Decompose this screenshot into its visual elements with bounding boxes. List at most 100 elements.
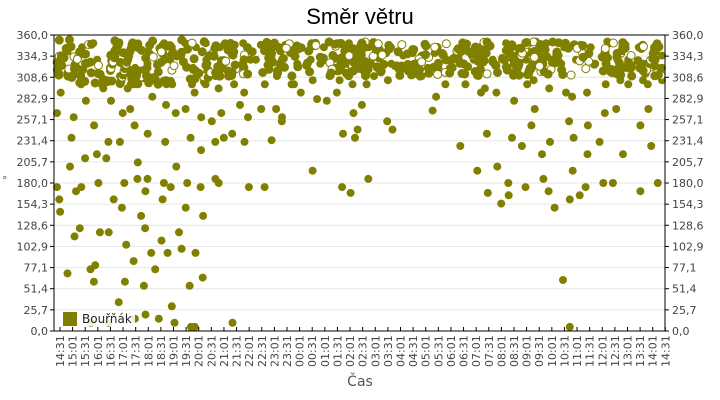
data-point <box>239 55 249 65</box>
y-tick-label-right: 0,0 <box>672 325 690 338</box>
data-point <box>480 84 489 93</box>
data-point <box>211 137 220 146</box>
data-point <box>508 133 516 142</box>
data-point <box>87 39 96 49</box>
data-point <box>514 61 523 71</box>
x-tick-label: 06:01 <box>445 335 458 367</box>
data-point <box>247 47 257 57</box>
data-point <box>491 61 501 71</box>
x-tick-label: 16:31 <box>104 335 117 367</box>
x-tick-label: 05:01 <box>420 335 433 367</box>
data-point <box>137 211 146 220</box>
data-point <box>428 106 437 115</box>
data-point <box>214 179 223 187</box>
data-point <box>482 69 492 79</box>
data-point <box>581 64 591 74</box>
data-point <box>370 72 378 81</box>
data-point <box>126 105 135 113</box>
data-point <box>236 100 244 109</box>
data-point <box>568 92 577 101</box>
data-point <box>548 57 557 67</box>
data-point <box>359 66 369 76</box>
data-point <box>384 44 394 54</box>
data-point <box>647 142 656 150</box>
data-point <box>447 63 457 73</box>
data-point <box>346 188 355 197</box>
data-point <box>263 60 273 70</box>
y-tick-label-right: 360,0 <box>672 29 704 42</box>
x-tick-label: 17:31 <box>130 335 143 367</box>
data-point <box>525 63 535 73</box>
data-point <box>260 46 269 56</box>
data-point <box>53 109 61 118</box>
data-point <box>500 55 509 65</box>
data-point <box>90 121 99 130</box>
data-point <box>600 109 609 118</box>
x-tick-label: 22:01 <box>243 335 256 367</box>
x-tick-label: 10:31 <box>558 335 571 367</box>
data-point <box>169 61 179 71</box>
data-point <box>222 41 232 51</box>
data-point <box>244 113 252 122</box>
x-tick-label: 09:31 <box>533 335 546 367</box>
x-tick-label: 14:31 <box>54 335 67 367</box>
data-point <box>120 179 129 187</box>
data-point <box>115 137 124 146</box>
data-point <box>514 70 524 80</box>
data-point <box>251 55 260 64</box>
data-point <box>552 47 562 57</box>
data-point <box>133 66 143 76</box>
data-point <box>575 191 584 200</box>
data-point <box>120 277 129 286</box>
data-point <box>287 71 297 81</box>
y-tick-label: 205,7 <box>17 156 49 169</box>
data-point <box>339 129 347 138</box>
data-point <box>612 49 622 58</box>
data-point <box>362 80 371 89</box>
data-point <box>612 105 621 113</box>
x-tick-label: 16:01 <box>92 335 105 367</box>
x-tick-label: 10:01 <box>546 335 559 367</box>
data-point <box>559 276 567 284</box>
data-point <box>130 121 139 130</box>
data-point <box>527 121 536 130</box>
y-tick-label: 334,3 <box>17 50 49 63</box>
data-point <box>278 54 288 63</box>
data-point <box>166 76 175 86</box>
legend-swatch-icon <box>63 312 77 326</box>
data-point <box>129 257 138 266</box>
y-tick-label: 360,0 <box>17 29 49 42</box>
data-point <box>493 162 502 171</box>
y-tick-label-right: 51,4 <box>672 283 697 296</box>
data-point <box>293 44 303 54</box>
data-point <box>322 96 331 105</box>
data-point <box>565 117 574 126</box>
data-point <box>497 199 506 208</box>
data-point <box>308 166 317 175</box>
data-point <box>157 236 166 245</box>
data-point <box>373 39 383 49</box>
data-point <box>599 179 608 187</box>
y-tick-label: 308,6 <box>17 71 49 84</box>
x-tick-label: 06:31 <box>458 335 471 367</box>
data-point <box>197 146 206 155</box>
chart-title: Směr větru <box>306 4 414 29</box>
data-point <box>568 166 577 175</box>
data-point <box>636 121 645 130</box>
data-point <box>626 63 636 73</box>
x-tick-label: 19:01 <box>167 335 180 367</box>
data-point <box>158 195 167 204</box>
data-point <box>198 273 207 282</box>
data-point <box>166 183 175 192</box>
data-point <box>539 174 548 183</box>
data-point <box>214 84 223 93</box>
data-point <box>69 113 78 122</box>
data-point <box>54 35 64 45</box>
data-point <box>530 105 539 113</box>
data-point <box>462 39 471 49</box>
data-point <box>148 52 158 62</box>
data-point <box>407 70 416 80</box>
data-point <box>335 38 345 48</box>
data-point <box>408 45 418 54</box>
data-point <box>473 166 482 175</box>
